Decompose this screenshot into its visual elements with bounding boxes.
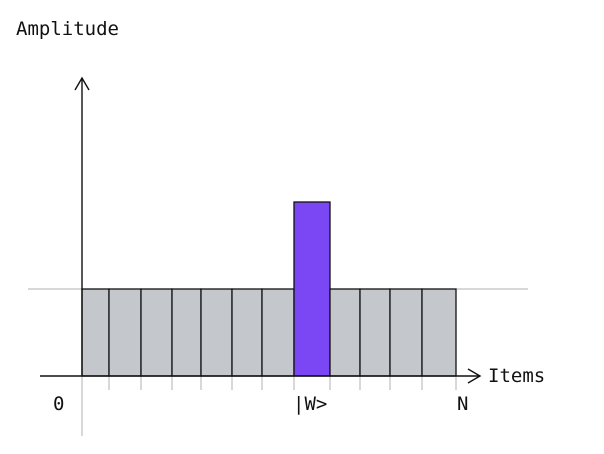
- item-bar: [329, 288, 361, 377]
- y-axis-label: Amplitude: [16, 18, 119, 40]
- y-axis: [74, 76, 90, 376]
- item-bar: [261, 288, 295, 377]
- item-bar: [359, 288, 391, 377]
- x-axis-label: Items: [488, 365, 545, 387]
- item-bar: [200, 288, 233, 377]
- item-bar: [108, 288, 142, 377]
- x-axis: [40, 368, 482, 384]
- end-label: N: [457, 393, 468, 415]
- item-bar: [81, 288, 110, 377]
- x-axis-arrow-icon: [467, 368, 482, 384]
- item-bar: [171, 288, 202, 377]
- y-axis-arrow-icon: [74, 76, 90, 91]
- origin-label: 0: [53, 393, 64, 415]
- marked-item-bar: [293, 201, 331, 377]
- item-bar: [140, 288, 173, 377]
- item-bar: [389, 288, 423, 377]
- bars-group: [81, 201, 457, 390]
- item-bar: [231, 288, 263, 377]
- item-bar: [421, 288, 457, 377]
- marked-item-label: |W>: [293, 393, 327, 415]
